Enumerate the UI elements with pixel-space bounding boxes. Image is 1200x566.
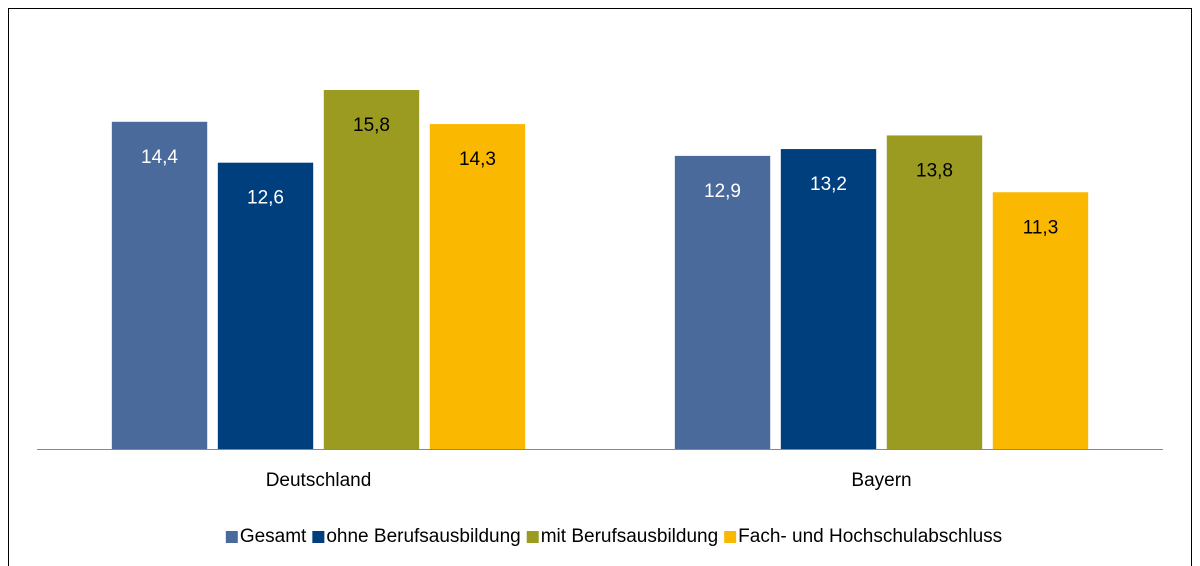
data-label: 13,2 [810,174,847,195]
legend-swatch [724,531,737,543]
legend-label: ohne Berufsausbildung [326,526,520,547]
legend-swatch [312,531,325,543]
x-tick-label: Bayern [851,470,911,491]
data-label: 11,3 [1023,217,1059,238]
data-label: 14,4 [141,147,178,168]
bar [111,121,208,450]
bar [674,155,771,449]
legend-label: mit Berufsausbildung [541,526,718,547]
bar [780,149,877,450]
bar [323,89,420,449]
legend-swatch [225,531,238,543]
data-label: 12,9 [704,181,741,202]
legend-label: Fach- und Hochschulabschluss [738,526,1002,547]
legend-swatch [526,531,539,543]
bar [886,135,983,449]
legend-label: Gesamt [240,526,307,547]
x-tick-label: Deutschland [266,470,372,491]
bar [992,192,1089,449]
chart-border [8,8,1192,566]
data-label: 14,3 [459,149,496,170]
data-label: 15,8 [353,115,390,136]
bar [429,124,526,450]
legend: Gesamt ohne Berufsausbildung mit Berufsaus… [225,526,1002,547]
data-label: 13,8 [916,160,953,181]
data-label: 12,6 [247,188,284,209]
bar [217,162,314,449]
